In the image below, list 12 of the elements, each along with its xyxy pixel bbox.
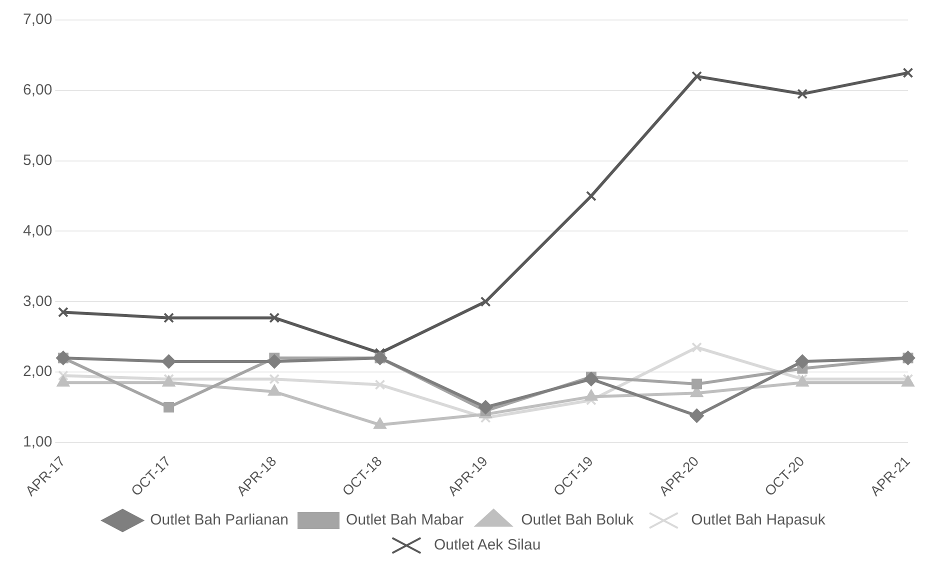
- legend-label: Outlet Aek Silau: [434, 536, 541, 554]
- legend-label: Outlet Bah Boluk: [521, 512, 634, 529]
- y-tick-label: 6,00: [22, 82, 52, 99]
- y-tick-label: 3,00: [22, 292, 52, 310]
- legend-label: Outlet Bah Parlianan: [150, 512, 289, 529]
- y-tick-label: 4,00: [22, 222, 52, 240]
- legend-label: Outlet Bah Hapasuk: [691, 512, 826, 529]
- y-tick-label: 7,00: [22, 11, 52, 28]
- y-tick-label: 5,00: [22, 152, 52, 169]
- y-tick-label: 1,00: [22, 434, 52, 451]
- legend-label: Outlet Bah Mabar: [346, 512, 464, 529]
- y-tick-label: 2,00: [22, 363, 52, 380]
